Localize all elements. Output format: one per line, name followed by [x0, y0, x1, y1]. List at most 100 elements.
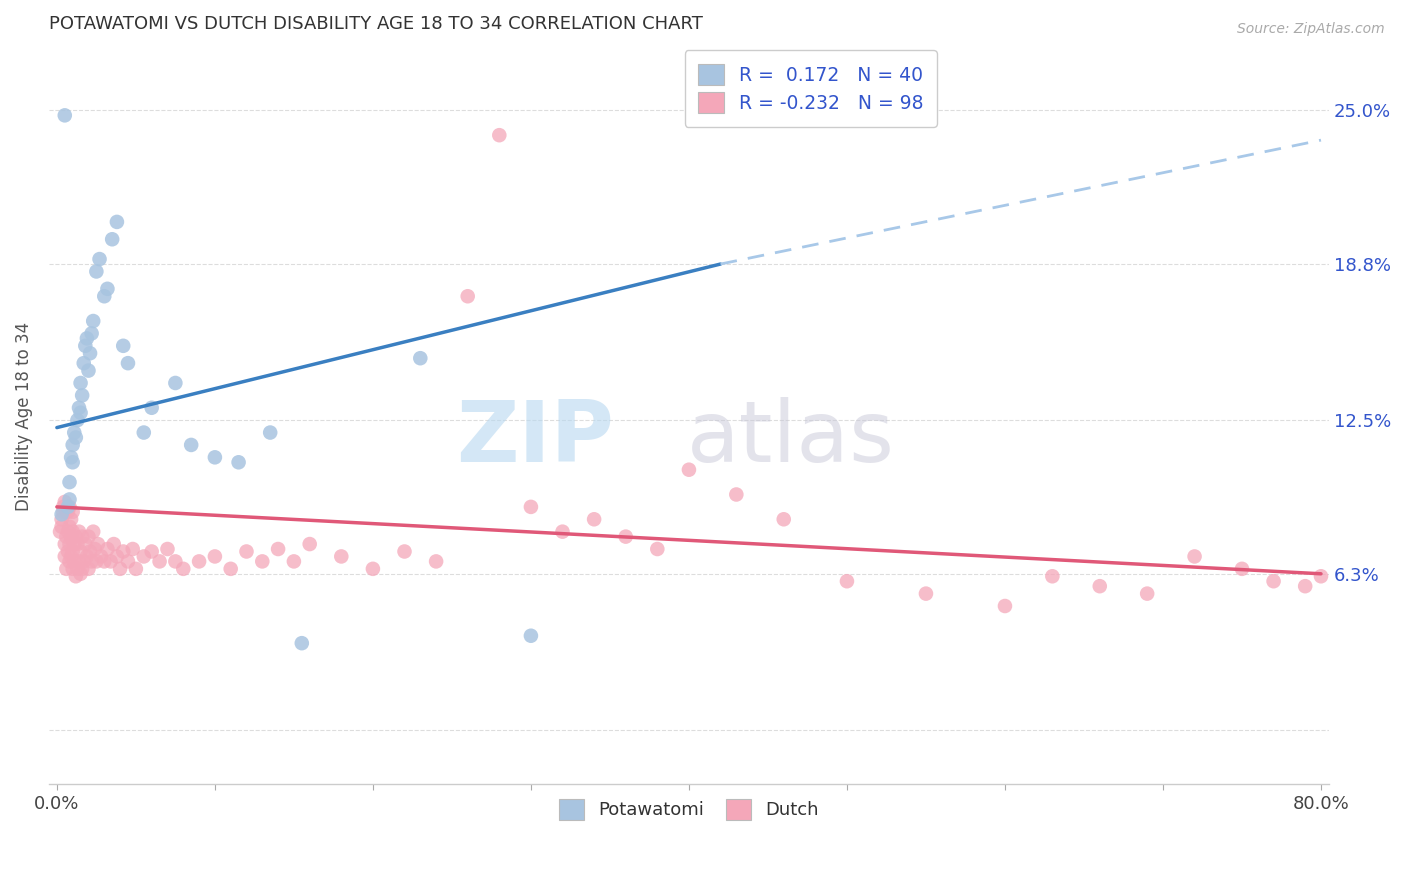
Point	[55, 505, 77, 519]
Point	[70, 388, 93, 402]
Point	[69, 566, 91, 581]
Point	[53, 108, 76, 122]
Point	[330, 549, 353, 564]
Point	[55, 530, 77, 544]
Point	[56, 544, 79, 558]
Point	[51, 519, 73, 533]
Point	[63, 537, 86, 551]
Point	[457, 289, 479, 303]
Point	[83, 541, 105, 556]
Point	[69, 544, 91, 558]
Point	[73, 554, 96, 568]
Point	[105, 549, 128, 564]
Point	[86, 554, 108, 568]
Point	[70, 530, 93, 544]
Point	[67, 524, 90, 539]
Point	[65, 530, 87, 544]
Point	[51, 508, 73, 522]
Point	[188, 554, 211, 568]
Point	[56, 505, 79, 519]
Point	[165, 554, 187, 568]
Point	[96, 541, 118, 556]
Point	[1136, 586, 1159, 600]
Point	[291, 636, 314, 650]
Point	[86, 264, 108, 278]
Point	[259, 425, 281, 440]
Point	[58, 475, 80, 489]
Point	[87, 537, 110, 551]
Point	[55, 562, 77, 576]
Legend: Potawatomi, Dutch: Potawatomi, Dutch	[551, 791, 827, 827]
Point	[60, 530, 83, 544]
Point	[53, 495, 76, 509]
Point	[75, 537, 97, 551]
Point	[93, 554, 115, 568]
Point	[69, 376, 91, 390]
Point	[1263, 574, 1285, 589]
Point	[551, 524, 574, 539]
Point	[63, 554, 86, 568]
Point	[204, 450, 226, 465]
Point	[100, 554, 122, 568]
Point	[56, 500, 79, 514]
Point	[1310, 569, 1333, 583]
Point	[63, 425, 86, 440]
Point	[77, 562, 100, 576]
Point	[90, 549, 112, 564]
Point	[60, 512, 83, 526]
Point	[112, 544, 135, 558]
Point	[80, 326, 103, 341]
Point	[69, 406, 91, 420]
Point	[772, 512, 794, 526]
Point	[425, 554, 447, 568]
Point	[267, 541, 290, 556]
Point	[520, 629, 543, 643]
Point	[180, 438, 202, 452]
Point	[65, 569, 87, 583]
Point	[79, 346, 101, 360]
Point	[66, 413, 89, 427]
Point	[298, 537, 321, 551]
Point	[1184, 549, 1206, 564]
Point	[77, 363, 100, 377]
Point	[66, 562, 89, 576]
Text: Source: ZipAtlas.com: Source: ZipAtlas.com	[1237, 22, 1385, 37]
Point	[172, 562, 194, 576]
Point	[62, 524, 84, 539]
Point	[125, 562, 148, 576]
Point	[219, 562, 242, 576]
Point	[62, 544, 84, 558]
Point	[56, 524, 79, 539]
Point	[614, 530, 637, 544]
Point	[105, 215, 128, 229]
Point	[77, 530, 100, 544]
Text: ZIP: ZIP	[457, 397, 614, 480]
Point	[58, 554, 80, 568]
Point	[361, 562, 384, 576]
Point	[141, 544, 163, 558]
Point	[1040, 569, 1063, 583]
Point	[141, 401, 163, 415]
Point	[65, 430, 87, 444]
Point	[82, 314, 104, 328]
Point	[915, 586, 938, 600]
Point	[1088, 579, 1111, 593]
Point	[283, 554, 305, 568]
Point	[60, 549, 83, 564]
Point	[1294, 579, 1316, 593]
Point	[103, 537, 125, 551]
Point	[96, 282, 118, 296]
Point	[488, 128, 510, 143]
Point	[62, 438, 84, 452]
Point	[53, 549, 76, 564]
Point	[66, 537, 89, 551]
Point	[409, 351, 432, 366]
Text: atlas: atlas	[688, 397, 896, 480]
Point	[58, 519, 80, 533]
Point	[51, 512, 73, 526]
Point	[647, 541, 669, 556]
Point	[93, 289, 115, 303]
Point	[80, 554, 103, 568]
Point	[52, 500, 75, 514]
Point	[52, 505, 75, 519]
